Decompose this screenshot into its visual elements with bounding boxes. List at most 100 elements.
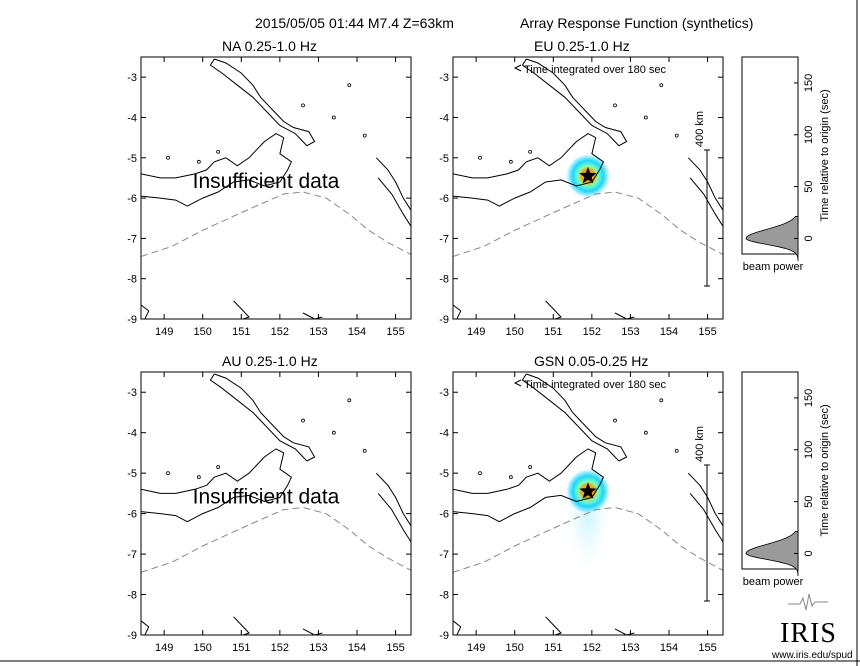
coastline — [521, 373, 628, 462]
map-panels: NA 0.25-1.0 Hz 149 150 151 152 153 154 155 -3 -4 -… — [127, 38, 724, 654]
lat-tick-label: -4 — [439, 112, 449, 124]
time-tick-label: 100 — [803, 126, 815, 144]
time-axis-label: Time relative to origin (sec) — [819, 89, 831, 221]
islet — [166, 155, 170, 160]
lat-tick-label: -8 — [439, 590, 449, 602]
lat-tick-label: -9 — [127, 314, 137, 326]
coastline — [233, 616, 250, 635]
lon-tick-label: 151 — [544, 326, 562, 338]
integration-note: Time integrated over 180 sec — [524, 379, 667, 391]
lon-tick-label: 149 — [467, 326, 485, 338]
coastline — [687, 157, 723, 211]
lon-tick-label: 153 — [621, 326, 639, 338]
lat-tick-label: -3 — [439, 387, 449, 399]
scale-bar-label: 400 km — [694, 426, 706, 462]
islet — [362, 133, 367, 138]
beam-panel-eu: 0 50 100 150 Time relative to origin (sec) be… — [741, 56, 831, 273]
panel-title: NA 0.25-1.0 Hz — [222, 38, 317, 54]
time-tick-label: 150 — [803, 74, 815, 92]
lat-tick-label: -4 — [127, 112, 137, 124]
coastline — [614, 628, 635, 635]
coastline — [377, 493, 411, 543]
lon-tick-label: 154 — [660, 326, 678, 338]
coastline — [453, 133, 605, 207]
map-panel-gsn: GSN 0.05-0.25 Hz 149 150 151 152 153 154 155 -3 -… — [439, 353, 724, 654]
islet — [508, 159, 513, 164]
coastline — [302, 628, 323, 635]
islet — [659, 398, 664, 403]
islet — [347, 83, 352, 88]
islet — [508, 475, 513, 480]
beam-panel-gsn: 0 50 100 150 Time relative to origin (sec) be… — [741, 371, 831, 588]
map-content — [141, 373, 411, 635]
lon-tick-label: 154 — [348, 326, 366, 338]
lon-tick-label: 149 — [467, 642, 485, 654]
lon-tick-label: 151 — [544, 642, 562, 654]
integration-note: Time integrated over 180 sec — [524, 64, 667, 76]
islet — [331, 430, 336, 435]
lon-tick-label: 151 — [232, 642, 250, 654]
islet — [674, 448, 679, 453]
time-axis-label: Time relative to origin (sec) — [819, 404, 831, 536]
lon-tick-label: 151 — [232, 326, 250, 338]
time-tick-label: 50 — [803, 180, 815, 192]
lat-tick-label: -5 — [439, 153, 449, 165]
beam-power-label: beam power — [743, 576, 804, 588]
lat-tick-label: -3 — [127, 72, 137, 84]
time-tick-label: 100 — [803, 441, 815, 459]
lon-tick-label: 150 — [194, 642, 212, 654]
lat-tick-label: -8 — [439, 274, 449, 286]
map-content — [453, 373, 723, 635]
coastline — [545, 300, 562, 319]
islet — [478, 471, 482, 476]
time-tick-label: 0 — [803, 550, 815, 556]
lon-tick-label: 152 — [271, 642, 289, 654]
map-frame — [140, 371, 412, 636]
trench-line — [141, 191, 411, 257]
lat-tick-label: -6 — [127, 193, 137, 205]
islet — [196, 159, 201, 164]
lon-tick-label: 149 — [155, 326, 173, 338]
islet — [478, 155, 482, 160]
lat-tick-label: -6 — [439, 193, 449, 205]
coastline — [375, 472, 411, 527]
lat-tick-label: -9 — [439, 630, 449, 642]
lat-tick-label: -7 — [439, 233, 449, 245]
lon-tick-label: 153 — [309, 642, 327, 654]
coastline — [521, 58, 628, 147]
map-frame — [452, 56, 724, 320]
lon-tick-label: 155 — [698, 642, 716, 654]
islet — [331, 115, 336, 120]
time-tick-label: 150 — [803, 389, 815, 407]
lat-tick-label: -8 — [127, 274, 137, 286]
lat-tick-label: -6 — [127, 509, 137, 521]
seismogram-icon — [788, 593, 828, 611]
lat-tick-label: -4 — [127, 428, 137, 440]
islet — [528, 465, 533, 469]
coastline — [687, 472, 723, 527]
coastline — [377, 177, 411, 227]
coastline — [375, 157, 411, 211]
iris-logo: IRIS www.iris.edu/spud — [771, 593, 853, 661]
epicenter-star-icon — [579, 166, 597, 184]
lon-tick-label: 152 — [583, 326, 601, 338]
islet — [166, 471, 170, 476]
panel-title: AU 0.25-1.0 Hz — [222, 353, 318, 369]
trench-line — [141, 506, 411, 573]
panel-title: GSN 0.05-0.25 Hz — [534, 353, 648, 369]
beam-frame — [741, 56, 799, 255]
islet — [659, 83, 664, 88]
trench-line — [453, 506, 723, 573]
coastline — [209, 373, 316, 462]
lon-tick-label: 150 — [506, 642, 524, 654]
lat-tick-label: -8 — [127, 590, 137, 602]
lon-tick-label: 154 — [348, 642, 366, 654]
lat-tick-label: -5 — [439, 468, 449, 480]
time-tick-label: 50 — [803, 495, 815, 507]
lon-tick-label: 150 — [194, 326, 212, 338]
insufficient-data-message: Insufficient data — [193, 170, 340, 193]
islet — [643, 430, 648, 435]
islet — [528, 149, 533, 154]
coastline — [233, 300, 250, 319]
